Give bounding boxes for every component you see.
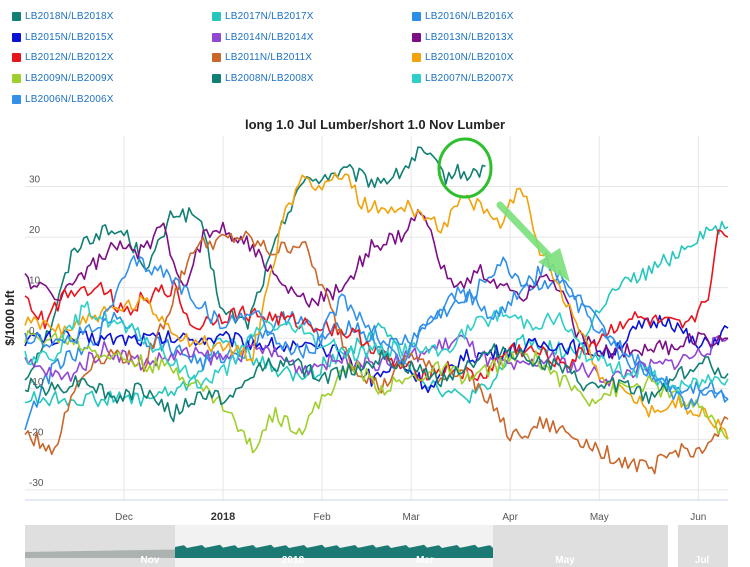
legend-swatch [12,73,21,83]
legend-swatch [212,73,221,83]
legend-swatch [412,73,421,83]
legend-item[interactable]: LB2015N/LB2015X [12,27,212,48]
y-tick-label: 20 [29,225,41,236]
navigator-label: Mar [416,555,434,566]
legend-label: LB2016N/LB2016X [425,10,514,22]
trend-arrow [496,201,552,259]
y-tick-label: 30 [29,175,41,186]
legend-swatch [12,53,21,63]
legend-swatch [12,11,21,21]
legend-label: LB2015N/LB2015X [25,31,114,43]
series-line [24,329,729,454]
legend-swatch [212,32,221,42]
legend-swatch [12,32,21,42]
series-line [24,220,729,408]
y-tick-label: -20 [29,427,44,438]
legend-label: LB2008N/LB2008X [225,72,314,84]
legend-item[interactable]: LB2010N/LB2010X [412,47,612,68]
legend-item[interactable]: LB2018N/LB2018X [12,6,212,27]
navigator-mask-right [493,525,728,567]
legend-label: LB2009N/LB2009X [25,72,114,84]
navigator-label: May [555,555,575,566]
legend-label: LB2007N/LB2007X [425,72,514,84]
legend-label: LB2006N/LB2006X [25,93,114,105]
axes: -30 -20 -10 0 10 20 30 Dec 2018 Feb Mar Apr May Jun $/… [3,175,728,523]
legend-item[interactable]: LB2016N/LB2016X [412,6,612,27]
y-axis-title: $/1000 bft [3,290,17,345]
x-tick-label: Feb [313,512,331,523]
legend-item[interactable]: LB2008N/LB2008X [212,68,412,89]
x-tick-label: Apr [502,512,518,523]
chart-title: long 1.0 Jul Lumber/short 1.0 Nov Lumber [244,117,506,132]
annotations [437,137,570,282]
legend-item[interactable]: LB2014N/LB2014X [212,27,412,48]
x-tick-label: Jun [690,512,706,523]
series-line [24,209,729,360]
navigator-handle [668,525,678,567]
navigator-label: 2018 [282,555,305,566]
chart-legend: LB2018N/LB2018X LB2017N/LB2017X LB2016N/LB… [12,6,712,109]
plot-background [25,136,728,500]
x-tick-label: Mar [403,512,421,523]
navigator-area [175,544,493,558]
series-line [24,146,486,381]
series-line [24,255,729,410]
legend-item[interactable]: LB2007N/LB2007X [412,68,612,89]
trend-arrow-head [538,248,570,282]
legend-swatch [212,11,221,21]
legend-label: LB2013N/LB2013X [425,31,514,43]
highlight-circle [437,137,493,199]
y-tick-label: 0 [29,326,35,337]
series-lines [24,146,729,475]
navigator-area-left [25,549,175,558]
legend-item[interactable]: LB2017N/LB2017X [212,6,412,27]
legend-item[interactable]: LB2006N/LB2006X [12,89,212,110]
x-tick-label: 2018 [211,511,235,523]
series-line [24,314,729,394]
legend-label: LB2012N/LB2012X [25,52,114,64]
y-tick-label: -10 [29,377,44,388]
legend-item[interactable]: LB2012N/LB2012X [12,47,212,68]
legend-label: LB2017N/LB2017X [225,10,314,22]
legend-label: LB2011N/LB2011X [225,52,313,64]
navigator-label: Jul [695,555,710,566]
x-tick-label: May [590,512,609,523]
legend-item[interactable]: LB2009N/LB2009X [12,68,212,89]
legend-swatch [412,32,421,42]
grid-lines [25,136,728,500]
legend-label: LB2010N/LB2010X [425,52,514,64]
x-tick-label: Dec [115,512,133,523]
range-navigator[interactable]: Nov 2018 Mar May Jul [25,525,728,567]
y-tick-label: 10 [29,276,41,287]
legend-label: LB2014N/LB2014X [225,31,314,43]
legend-swatch [412,53,421,63]
series-line [24,300,729,396]
legend-swatch [412,11,421,21]
legend-label: LB2018N/LB2018X [25,10,114,22]
navigator-label: Nov [141,555,160,566]
legend-item[interactable]: LB2011N/LB2011X [212,47,412,68]
legend-swatch [12,94,21,104]
series-line [24,343,729,423]
legend-item[interactable]: LB2013N/LB2013X [412,27,612,48]
y-tick-label: -30 [29,478,44,489]
legend-swatch [212,53,221,63]
navigator-mask-left [25,525,175,567]
